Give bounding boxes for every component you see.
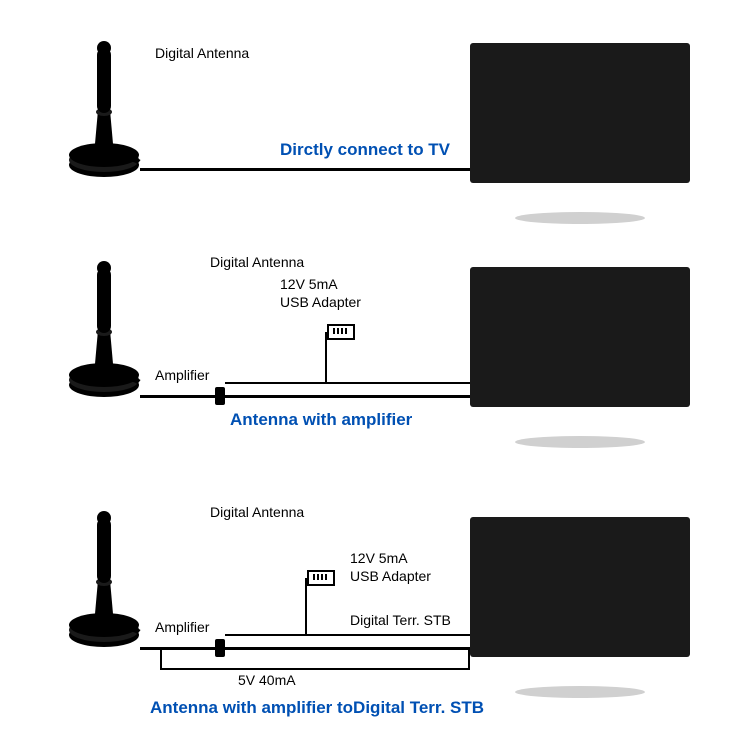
amplifier-box [215,387,225,405]
wire-lower-drop-l [160,648,162,668]
usb-plug-icon [307,570,335,586]
row-direct: Digital Antenna Dirctly connect to TV [0,20,750,230]
row-amplifier: Digital Antenna Amplifier 12V 5mA USB Ad… [0,250,750,480]
title-direct: Dirctly connect to TV [280,140,450,160]
antenna-icon [64,500,144,650]
wire-usb-v [305,578,307,636]
usb-label-1: 12V 5mA [280,276,338,292]
antenna-icon [64,30,144,180]
antenna-label: Digital Antenna [155,45,249,61]
antenna-icon [64,250,144,400]
row-stb: Digital Antenna Amplifier 12V 5mA USB Ad… [0,500,750,740]
wire-main [140,647,470,650]
wire-lower-drop-r [468,648,470,668]
wire-lower [160,668,470,670]
amplifier-label: Amplifier [155,367,209,383]
wire [140,168,470,171]
amplifier-box [215,639,225,657]
wire-upper [225,634,470,636]
usb-label-1: 12V 5mA [350,550,408,566]
usb-label-2: USB Adapter [350,568,431,584]
amplifier-label: Amplifier [155,619,209,635]
lower-wire-label: 5V 40mA [238,672,296,688]
monitor-icon [465,262,695,462]
title-stb: Antenna with amplifier toDigital Terr. S… [150,698,484,718]
usb-label-2: USB Adapter [280,294,361,310]
monitor-icon [465,512,695,712]
stb-label: Digital Terr. STB [350,612,451,628]
title-amplifier: Antenna with amplifier [230,410,412,430]
antenna-label: Digital Antenna [210,254,304,270]
antenna-label: Digital Antenna [210,504,304,520]
monitor-icon [465,38,695,238]
usb-plug-icon [327,324,355,340]
wire-sec [225,382,470,384]
wire-main [140,395,470,398]
